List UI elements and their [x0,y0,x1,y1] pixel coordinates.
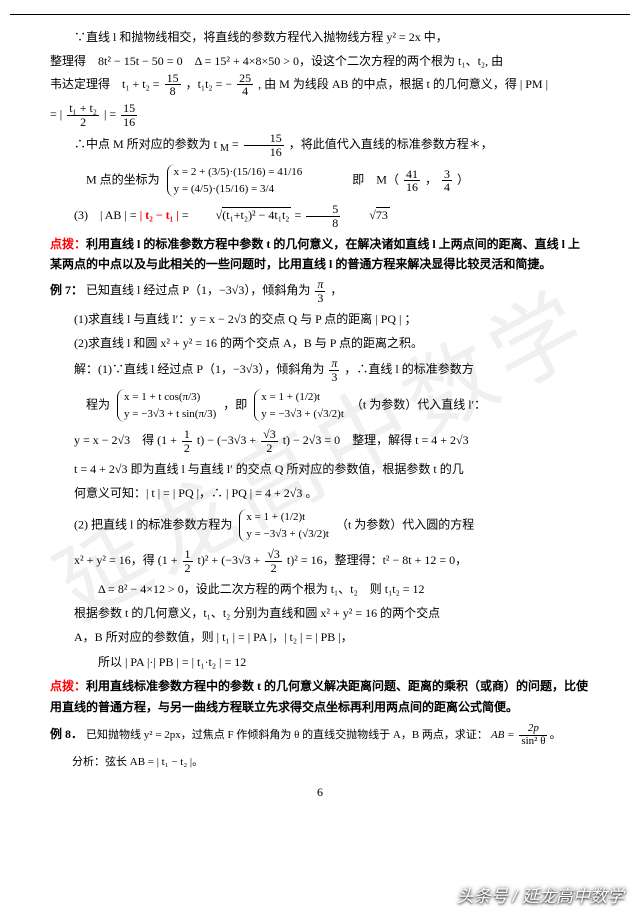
page-number: 6 [50,782,590,802]
text: t) − 2√3 = 0 整理，解得 t = 4 + 2√3 [283,433,469,447]
text: AB = [491,729,517,741]
example-label: 例 8． [50,727,83,741]
fraction: 2psin² θ [519,723,547,747]
text: ∴中点 M 所对应的参数为 t [74,137,220,151]
brace-system: x = 1 + (1/2)t y = −3√3 + (√3/2)t [239,509,329,542]
paragraph: Δ = 8² − 4×12 > 0，设此二次方程的两个根为 t₁、t₂ 则 t₁… [50,579,590,599]
text: x² + y² = 16，得 (1 + [74,553,181,567]
paragraph: t = 4 + 2√3 即为直线 l 与直线 l′ 的交点 Q 所对应的参数值，… [50,459,590,479]
fraction: 4116 [404,168,420,194]
fraction: 254 [237,72,253,98]
text: M 点的坐标为 [86,173,160,187]
paragraph: (2)求直线 l 和圆 x² + y² = 16 的两个交点 A，B 与 P 点… [50,333,590,353]
highlight-red: | t₂ − t₁ | [140,208,179,222]
paragraph: M 点的坐标为 x = 2 + (3/5)·(15/16) = 41/16 y … [50,162,590,199]
text: (2) 把直线 l 的标准参数方程为 [74,518,232,532]
paragraph: (2) 把直线 l 的标准参数方程为 x = 1 + (1/2)t y = −3… [50,507,590,544]
page-content: ∵直线 l 和抛物线相交，将直线的参数方程代入抛物线方程 y² = 2x 中， … [10,14,630,832]
text: ，将此值代入直线的标准参数方程＊， [289,137,493,151]
text: = [232,137,242,151]
fraction: 58 [306,203,340,229]
text: t)² = 16，整理得：t² − 8t + 12 = 0， [287,553,467,567]
text: = [182,208,192,222]
example-label: 例 7： [50,283,83,297]
text: 解：(1)∵直线 l 经过点 P（1，−3√3），倾斜角为 [74,362,327,376]
text: （t 为参数）代入圆的方程 [336,518,474,532]
footer-attribution: 头条号 / 延龙高中数学 [457,882,624,907]
sqrt: (t₁+t₂)² − 4t₁t₂ [192,205,292,225]
fraction: π3 [315,278,325,304]
fraction: 12 [183,548,193,574]
hint-label: 点拨： [50,679,86,693]
hint-block: 点拨：利用直线 l 的标准参数方程中参数 t 的几何意义，在解决诸如直线 l 上… [50,234,590,275]
hint-text: 利用直线 l 的标准参数方程中参数 t 的几何意义，在解决诸如直线 l 上两点间… [50,237,580,271]
paragraph: x² + y² = 16，得 (1 + 12 t)² + (−3√3 + √32… [50,548,590,574]
sqrt: 73 [345,205,390,225]
text: 已知直线 l 经过点 P（1，−3√3），倾斜角为 [86,283,313,297]
text: = [294,208,304,222]
brace-system: x = 1 + (1/2)t y = −3√3 + (√3/2)t [254,389,344,422]
hint-label: 点拨： [50,237,86,251]
fraction: 12 [182,428,192,454]
text: （t 为参数）代入直线 l′： [351,398,486,412]
text: 已知抛物线 y² = 2px，过焦点 F 作倾斜角为 θ 的直线交抛物线于 A，… [86,729,488,741]
text: ） [457,173,469,187]
text: 韦达定理得 t₁ + t₂ = [50,77,163,91]
paragraph: 何意义可知：| t | = | PQ |，∴ | PQ | = 4 + 2√3 … [50,483,590,503]
text: = [50,107,60,121]
fraction: √32 [265,548,282,574]
text: ，即 [223,398,247,412]
text: 整理得 8t² − 15t − 50 = 0 Δ = 15² + 4×8×50 … [50,54,503,68]
fraction: 1516 [244,132,284,158]
text: t) − (−3√3 + [197,433,259,447]
brace-system: x = 2 + (3/5)·(15/16) = 41/16 y = (4/5)·… [167,164,303,197]
brace-system: x = 1 + t cos(π/3) y = −3√3 + t sin(π/3) [117,389,216,422]
fraction: 34 [442,168,452,194]
text: t)² + (−3√3 + [198,553,264,567]
paragraph: 整理得 8t² − 15t − 50 = 0 Δ = 15² + 4×8×50 … [50,51,590,98]
hint-block: 点拨：利用直线标准参数方程中的参数 t 的几何意义解决距离问题、距离的乘积（或商… [50,676,590,717]
paragraph: ∴中点 M 所对应的参数为 t M = 1516 ，将此值代入直线的标准参数方程… [50,132,590,158]
text: ，∴直线 l 的标准参数方 [344,362,473,376]
paragraph: 根据参数 t 的几何意义，t₁、t₂ 分别为直线和圆 x² + y² = 16 … [50,603,590,623]
text: 程为 [86,398,110,412]
paragraph: = | t₁ + t₂2 | = 1516 [50,102,590,128]
text: ，t₁t₂ = − [186,77,233,91]
paragraph: (1)求直线 l 与直线 l′：y = x − 2√3 的交点 Q 与 P 点的… [50,309,590,329]
hint-text: 利用直线标准参数方程中的参数 t 的几何意义解决距离问题、距离的乘积（或商）的问… [50,679,588,713]
text: 即 M（ [352,173,399,187]
fraction: 1516 [121,102,137,128]
fraction: t₁ + t₂2 [67,102,99,128]
paragraph: A，B 所对应的参数值，则 | t₁ | = | PA |，| t₂ | = |… [50,627,590,647]
paragraph: 程为 x = 1 + t cos(π/3) y = −3√3 + t sin(π… [50,387,590,424]
paragraph: 所以 | PA |·| PB | = | t₁·t₂ | = 12 [50,652,590,672]
text: y = x − 2√3 得 (1 + [74,433,180,447]
text: (3) | AB | = [74,208,140,222]
paragraph: (3) | AB | = | t₂ − t₁ | = (t₁+t₂)² − 4t… [50,203,590,229]
text: , 由 M 为线段 AB 的中点，根据 t 的几何意义，得 | PM | [258,77,548,91]
example-header: 例 8． 已知抛物线 y² = 2px，过焦点 F 作倾斜角为 θ 的直线交抛物… [50,723,590,747]
paragraph: y = x − 2√3 得 (1 + 12 t) − (−3√3 + √32 t… [50,428,590,454]
paragraph: 解：(1)∵直线 l 经过点 P（1，−3√3），倾斜角为 π3 ，∴直线 l … [50,357,590,383]
paragraph: ∵直线 l 和抛物线相交，将直线的参数方程代入抛物线方程 y² = 2x 中， [50,27,590,47]
fraction: 158 [165,72,181,98]
paragraph: 分析：弦长 AB = | t₁ − t₂ |。 [50,753,590,772]
example-header: 例 7： 已知直线 l 经过点 P（1，−3√3），倾斜角为 π3 ， [50,278,590,304]
fraction: π3 [329,357,339,383]
fraction: √32 [261,428,278,454]
text: ， [425,173,437,187]
